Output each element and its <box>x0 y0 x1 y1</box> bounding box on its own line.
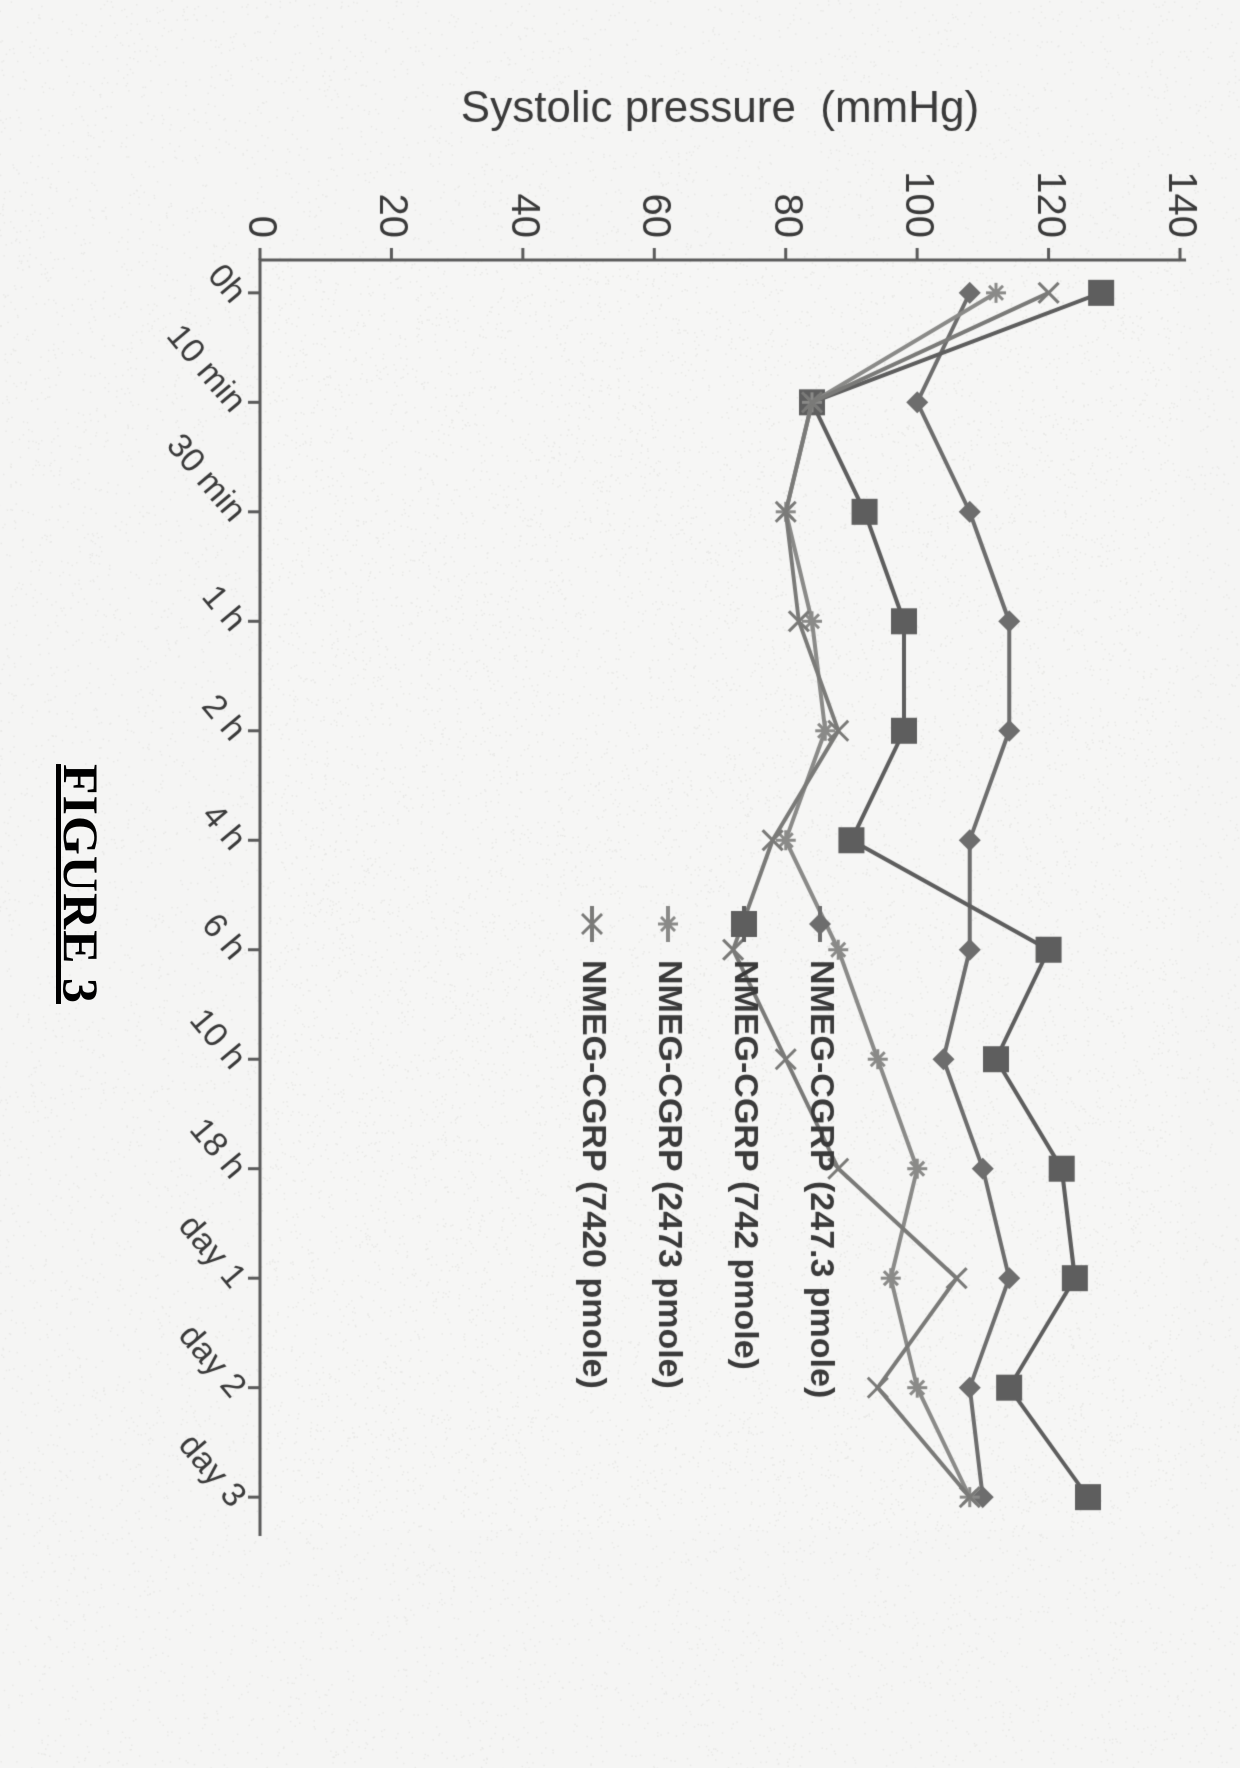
figure-caption: FIGURE 3 <box>52 0 110 1768</box>
systolic-pressure-chart <box>0 0 1240 1768</box>
figure-wrap: FIGURE 3 <box>0 0 1240 1768</box>
